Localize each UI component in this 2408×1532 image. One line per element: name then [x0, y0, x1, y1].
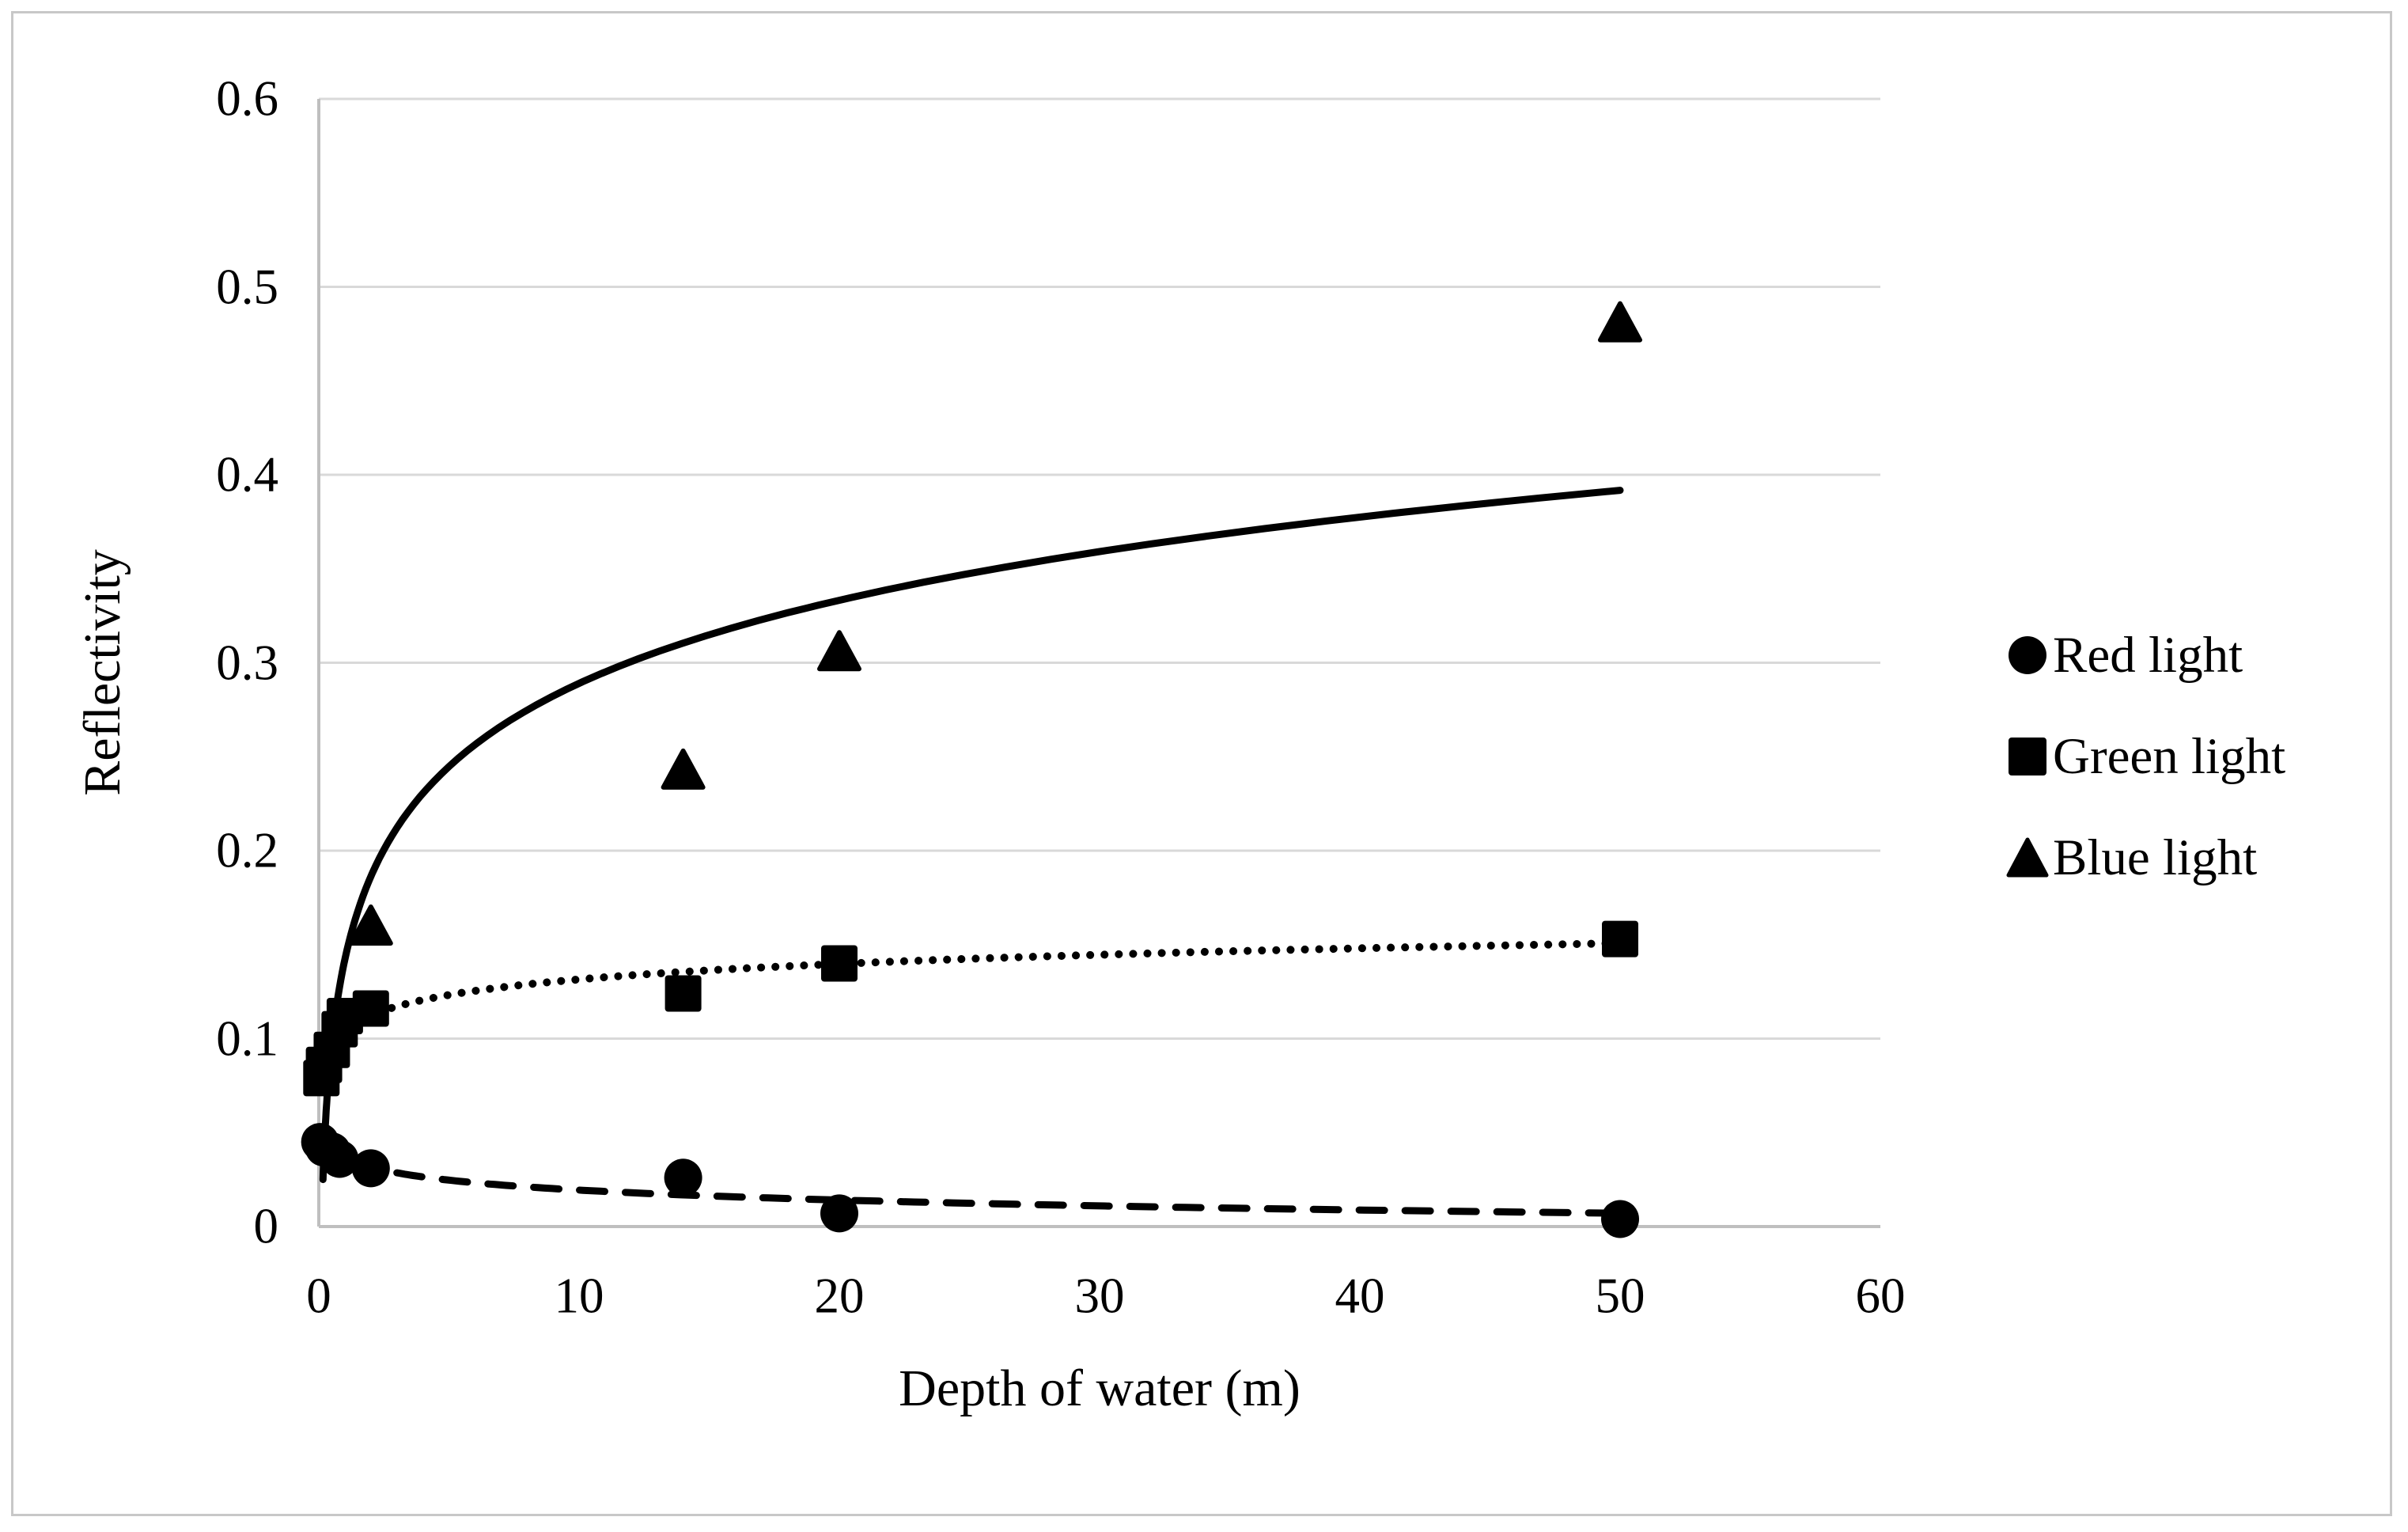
x-tick-label: 20	[814, 1268, 865, 1324]
y-tick-label: 0.6	[216, 70, 278, 127]
marker-blue-light	[661, 748, 706, 790]
x-tick-label: 30	[1074, 1268, 1125, 1324]
marker-blue-light	[817, 630, 861, 672]
trendline-green-light	[388, 939, 1624, 1012]
y-tick-label: 0.5	[216, 259, 278, 314]
legend-label: Green light	[2053, 728, 2286, 785]
triangle-marker-icon	[2006, 837, 2049, 878]
gridlines	[319, 97, 1880, 1040]
legend-item-green-light: Green light	[2006, 726, 2285, 787]
trendline-blue-light	[319, 487, 1624, 1184]
marker-red-light	[1601, 1200, 1639, 1238]
marker-red-light	[820, 1194, 858, 1233]
trendline-red-light	[393, 1169, 1624, 1217]
marker-blue-light	[348, 904, 393, 946]
legend-item-blue-light: Blue light	[2006, 828, 2285, 888]
marker-green-light	[352, 990, 389, 1027]
y-tick-label: 0.3	[216, 635, 278, 690]
y-tick-label: 0.2	[216, 822, 278, 878]
legend-label: Red light	[2053, 627, 2243, 684]
x-tick-label: 60	[1855, 1268, 1906, 1324]
circle-marker-icon	[2009, 636, 2046, 674]
y-tick-label: 0.1	[216, 1011, 278, 1066]
square-marker-icon	[2009, 738, 2046, 775]
y-tick-label: 0	[253, 1198, 279, 1254]
marker-green-light	[1602, 920, 1638, 958]
x-axis-title: Depth of water (m)	[899, 1359, 1301, 1417]
x-tick-label: 10	[554, 1268, 604, 1324]
marker-green-light	[821, 945, 858, 982]
marker-red-light	[351, 1149, 390, 1188]
data-markers	[301, 301, 1642, 1238]
marker-green-light	[664, 975, 702, 1012]
y-tick-label: 0.4	[216, 446, 278, 502]
x-tick-label: 50	[1595, 1268, 1645, 1324]
marker-blue-light	[1598, 301, 1642, 343]
marker-red-light	[320, 1140, 359, 1178]
legend-label: Blue light	[2053, 829, 2258, 886]
legend: Red light Green light Blue light	[2006, 625, 2285, 888]
x-tick-label: 0	[306, 1268, 331, 1324]
legend-item-red-light: Red light	[2006, 625, 2285, 685]
x-tick-label: 40	[1335, 1268, 1385, 1324]
marker-red-light	[664, 1158, 702, 1197]
